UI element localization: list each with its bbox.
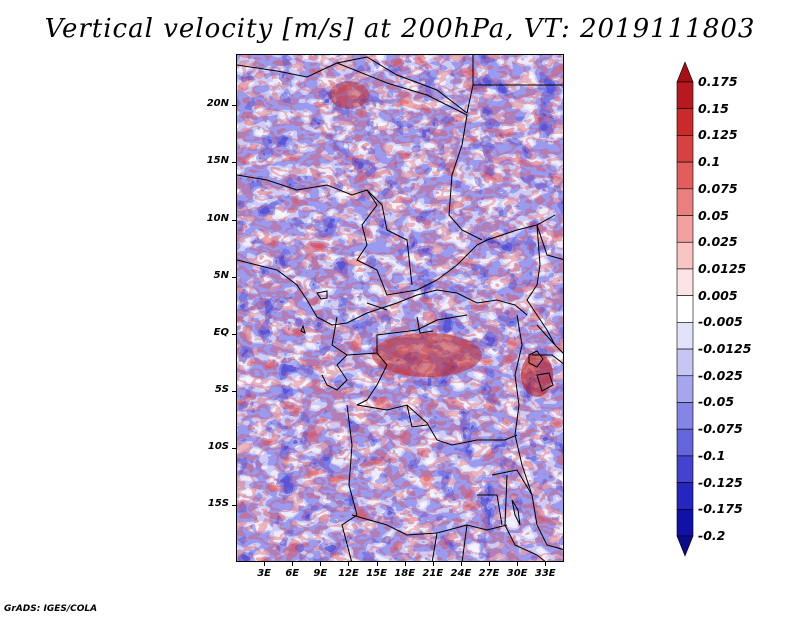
colorbar-swatch bbox=[676, 375, 694, 403]
colorbar-label: 0.0125 bbox=[698, 260, 747, 276]
lon-tick-label: 30E bbox=[506, 568, 528, 579]
colorbar-label: -0.005 bbox=[698, 314, 743, 330]
lat-tick-mark bbox=[232, 333, 236, 335]
lon-tick-label: 3E bbox=[257, 568, 271, 579]
colorbar-label: -0.175 bbox=[698, 501, 743, 517]
colorbar-swatch bbox=[676, 161, 694, 190]
lon-tick-label: 9E bbox=[313, 568, 328, 579]
colorbar-swatch bbox=[676, 482, 694, 510]
colorbar-swatch bbox=[676, 135, 694, 163]
lon-tick-label: 15E bbox=[366, 568, 387, 579]
colorbar-swatch bbox=[676, 322, 694, 350]
page-title: Vertical velocity [m/s] at 200hPa, VT: 2… bbox=[44, 14, 756, 44]
lon-tick-label: 27E bbox=[478, 568, 500, 579]
lon-tick-mark bbox=[348, 562, 350, 566]
lon-tick-mark bbox=[432, 562, 434, 566]
lon-tick-label: 6E bbox=[285, 568, 300, 579]
colorbar-label: 0.1 bbox=[698, 154, 721, 170]
lat-tick-label: EQ bbox=[213, 326, 229, 338]
lon-tick-mark bbox=[545, 562, 547, 566]
colorbar-swatch bbox=[676, 455, 694, 483]
grads-credit: GrADS: IGES/COLA bbox=[4, 604, 98, 614]
lon-tick-mark bbox=[489, 562, 491, 566]
colorbar-label: 0.15 bbox=[698, 100, 729, 116]
colorbar-label: -0.025 bbox=[698, 367, 743, 383]
lat-tick-label: 20N bbox=[206, 98, 229, 110]
colorbar-label: 0.05 bbox=[698, 207, 729, 223]
colorbar-label: 0.125 bbox=[698, 127, 738, 143]
lon-tick-mark bbox=[320, 562, 322, 566]
colorbar-swatch bbox=[676, 508, 694, 537]
lon-tick-label: 24E bbox=[450, 568, 472, 579]
lon-tick-mark bbox=[292, 562, 294, 566]
colorbar-swatch bbox=[676, 188, 694, 216]
colorbar-swatch bbox=[676, 108, 694, 136]
colorbar-label: -0.05 bbox=[698, 394, 735, 410]
colorbar-label: 0.075 bbox=[698, 180, 738, 196]
lon-tick-label: 33E bbox=[534, 568, 556, 579]
lat-tick-label: 10N bbox=[206, 212, 229, 224]
lat-tick-mark bbox=[232, 219, 236, 221]
colorbar-swatch bbox=[676, 402, 694, 430]
colorbar-label: 0.175 bbox=[698, 74, 738, 89]
colorbar-label: -0.075 bbox=[698, 421, 743, 437]
lat-tick-mark bbox=[232, 504, 236, 506]
updraft-core-north bbox=[329, 81, 369, 109]
lat-tick-mark bbox=[232, 276, 236, 278]
colorbar-label: -0.2 bbox=[698, 528, 726, 543]
updraft-core-congo bbox=[372, 333, 482, 377]
lat-tick-mark bbox=[232, 447, 236, 449]
map-panel bbox=[236, 54, 564, 562]
lat-tick-label: 15N bbox=[206, 155, 229, 167]
lon-tick-label: 21E bbox=[422, 568, 444, 579]
lon-tick-mark bbox=[404, 562, 406, 566]
colorbar-label: 0.005 bbox=[698, 287, 738, 303]
lon-tick-label: 18E bbox=[394, 568, 416, 579]
lon-tick-mark bbox=[264, 562, 266, 566]
lat-tick-mark bbox=[232, 162, 236, 164]
lat-tick-label: 15S bbox=[207, 497, 229, 509]
lon-tick-mark bbox=[517, 562, 519, 566]
colorbar-label: -0.0125 bbox=[698, 341, 752, 357]
vertical-velocity-field bbox=[237, 55, 563, 561]
lat-tick-label: 10S bbox=[207, 440, 229, 452]
lon-tick-mark bbox=[460, 562, 462, 566]
colorbar-label: 0.025 bbox=[698, 234, 738, 250]
lat-tick-label: 5S bbox=[214, 383, 229, 395]
lat-tick-mark bbox=[232, 105, 236, 107]
colorbar-swatch bbox=[676, 348, 694, 377]
colorbar-swatch bbox=[676, 215, 694, 243]
lat-tick-label: 5N bbox=[213, 269, 229, 281]
colorbar-swatch bbox=[676, 295, 694, 323]
country-borders bbox=[237, 55, 563, 561]
colorbar-top-arrow bbox=[676, 61, 694, 83]
lat-tick-mark bbox=[232, 390, 236, 392]
colorbar-label: -0.1 bbox=[698, 447, 726, 463]
lon-tick-mark bbox=[376, 562, 378, 566]
colorbar-label: -0.125 bbox=[698, 474, 743, 490]
colorbar-swatch bbox=[676, 241, 694, 270]
lon-tick-label: 12E bbox=[338, 568, 359, 579]
colorbar-swatch bbox=[676, 268, 694, 296]
colorbar-swatch bbox=[676, 428, 694, 457]
colorbar-bottom-arrow bbox=[676, 535, 694, 557]
colorbar-swatch bbox=[676, 81, 694, 110]
field-blue-patches bbox=[237, 55, 563, 561]
